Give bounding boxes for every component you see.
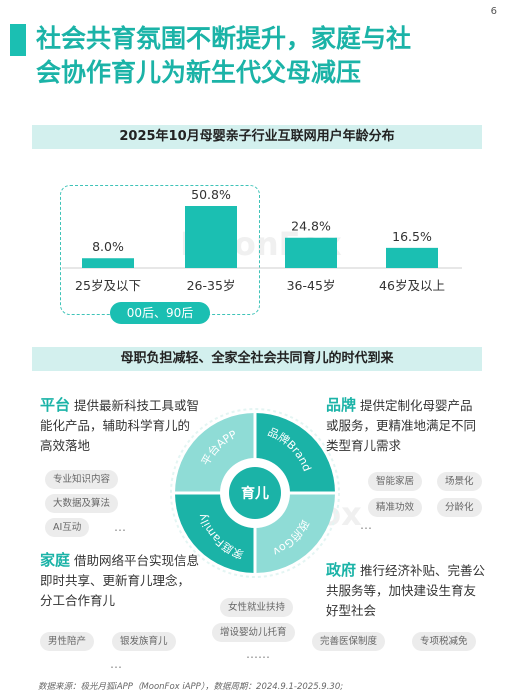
- category-label-1: 25岁及以下: [75, 278, 141, 293]
- outer-dashed-ring: [170, 408, 340, 578]
- category-label-4: 46岁及以上: [379, 278, 445, 293]
- bar-value-label-1: 8.0%: [92, 239, 124, 254]
- brand-block: 品牌 提供定制化母婴产品或服务，更精准地满足不同类型育儿需求: [326, 395, 481, 456]
- bar-1: [82, 258, 134, 268]
- brand-tag-2: 场景化: [437, 472, 482, 491]
- title-accent-bar: [10, 24, 26, 56]
- section-title: 母职负担减轻、全家全社会共同育儿的时代到来: [32, 347, 482, 371]
- brand-tag-3: 精准功效: [368, 498, 423, 517]
- family-tag-2: 银发族育儿: [112, 632, 176, 651]
- chart-title: 2025年10月母婴亲子行业互联网用户年龄分布: [32, 125, 482, 149]
- family-head: 家庭: [40, 551, 71, 569]
- bar-4: [386, 247, 438, 268]
- platform-head: 平台: [40, 396, 71, 414]
- platform-block: 平台 提供最新科技工具或智能化产品，辅助科学育儿的高效落地: [40, 395, 200, 456]
- brand-text: 提供定制化母婴产品或服务，更精准地满足不同类型育儿需求: [326, 398, 477, 453]
- center-label: 育儿: [241, 485, 269, 502]
- government-tag-2: 增设婴幼儿托育: [212, 623, 295, 642]
- government-tag-1: 女性就业扶持: [220, 598, 294, 617]
- government-text: 推行经济补贴、完善公共服务等，加快建设生育友好型社会: [326, 563, 486, 618]
- family-text: 借助网络平台实现信息即时共享、更新育儿理念，分工合作育儿: [40, 553, 200, 608]
- brand-tag-4: 分龄化: [437, 498, 482, 517]
- bar-3: [285, 237, 337, 268]
- generation-tag: 00后、90后: [110, 302, 210, 324]
- government-head: 政府: [326, 561, 357, 579]
- government-block: 政府 推行经济补贴、完善公共服务等，加快建设生育友好型社会: [326, 560, 486, 621]
- platform-more: …: [114, 520, 126, 534]
- category-label-2: 26-35岁: [187, 278, 236, 293]
- bar-2: [185, 206, 237, 268]
- bar-value-label-3: 24.8%: [291, 219, 331, 234]
- page-title-line-2: 会协作育儿为新生代父母减压: [36, 58, 362, 87]
- platform-tag-3: AI互动: [45, 518, 90, 537]
- data-source: 数据来源：极光月狐iAPP（MoonFox iAPP），数据周期：2024.9.…: [38, 682, 344, 692]
- bar-value-label-2: 50.8%: [191, 187, 231, 202]
- bar-value-label-4: 16.5%: [392, 229, 432, 244]
- platform-tag-1: 专业知识内容: [45, 470, 119, 489]
- ring-center: [229, 467, 281, 519]
- category-label-3: 36-45岁: [287, 278, 336, 293]
- government-more: ……: [246, 647, 270, 661]
- parenting-ring-diagram: 育儿 平台APP 品牌Brand 政府Gov 家庭Family: [170, 408, 340, 578]
- brand-head: 品牌: [326, 396, 357, 414]
- brand-more: …: [360, 518, 372, 532]
- government-tag-4: 专项税减免: [412, 632, 476, 651]
- family-tag-1: 男性陪产: [40, 632, 95, 651]
- platform-text: 提供最新科技工具或智能化产品，辅助科学育儿的高效落地: [40, 398, 200, 453]
- family-more: …: [110, 657, 122, 671]
- page-title: 社会共育氛围不断提升，家庭与社 会协作育儿为新生代父母减压: [36, 22, 496, 90]
- page-number: 6: [490, 6, 497, 17]
- government-tag-3: 完善医保制度: [312, 632, 386, 651]
- page-title-line-1: 社会共育氛围不断提升，家庭与社: [36, 24, 412, 53]
- family-block: 家庭 借助网络平台实现信息即时共享、更新育儿理念，分工合作育儿: [40, 550, 200, 611]
- brand-tag-1: 智能家居: [368, 472, 423, 491]
- platform-tag-2: 大数据及算法: [45, 494, 119, 513]
